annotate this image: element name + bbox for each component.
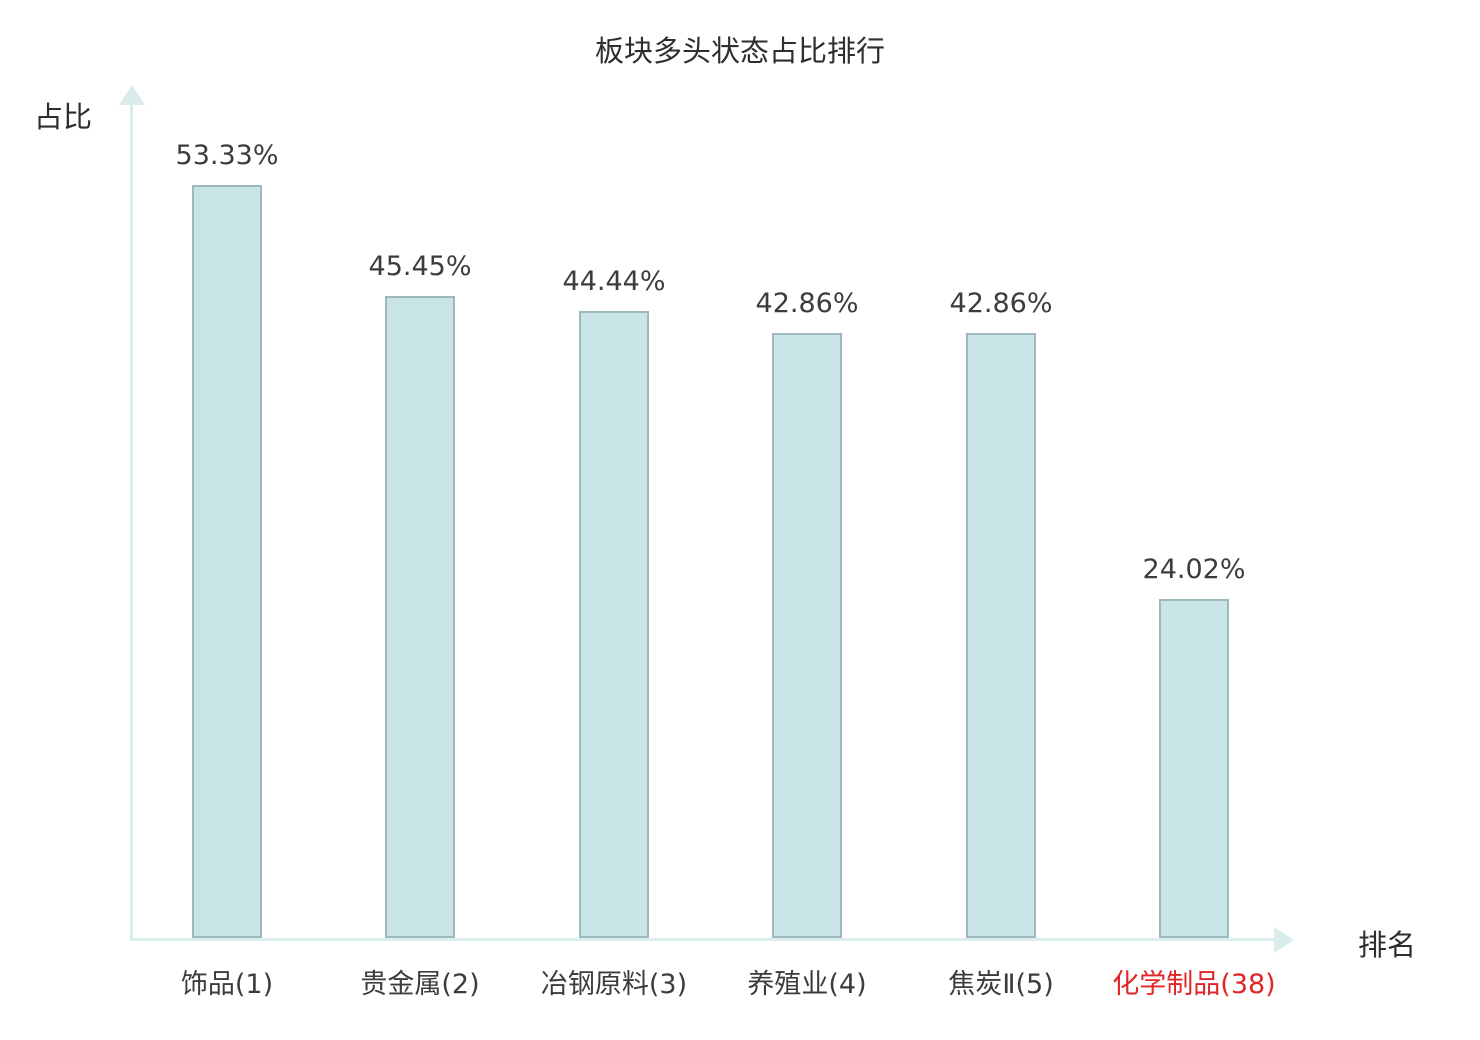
chart-title: 板块多头状态占比排行	[594, 34, 885, 68]
bar	[772, 333, 842, 938]
bar-category-label: 化学制品(38)	[1112, 969, 1276, 1000]
bar	[1159, 599, 1229, 938]
bar-value-label: 45.45%	[368, 251, 472, 282]
bar	[192, 185, 262, 938]
bar-category-label: 饰品(1)	[180, 969, 274, 1000]
bar-value-label: 42.86%	[949, 288, 1053, 319]
bar-value-label: 44.44%	[562, 266, 666, 297]
bar	[579, 311, 649, 938]
x-axis-label: 排名	[1358, 928, 1417, 962]
bar-category-label: 冶钢原料(3)	[540, 969, 688, 1000]
bar-category-label: 贵金属(2)	[360, 969, 480, 1000]
bar-value-label: 53.33%	[175, 140, 279, 171]
y-axis-line	[130, 100, 133, 941]
y-axis-label: 占比	[34, 100, 93, 134]
y-axis-arrow-icon	[119, 85, 145, 105]
x-axis-line	[130, 938, 1278, 941]
bar-category-label: 焦炭Ⅱ(5)	[948, 969, 1054, 1000]
bar	[966, 333, 1036, 938]
bar-value-label: 24.02%	[1142, 554, 1246, 585]
bar	[385, 296, 455, 938]
bar-value-label: 42.86%	[755, 288, 859, 319]
bar-category-label: 养殖业(4)	[747, 969, 867, 1000]
x-axis-arrow-icon	[1274, 927, 1294, 953]
